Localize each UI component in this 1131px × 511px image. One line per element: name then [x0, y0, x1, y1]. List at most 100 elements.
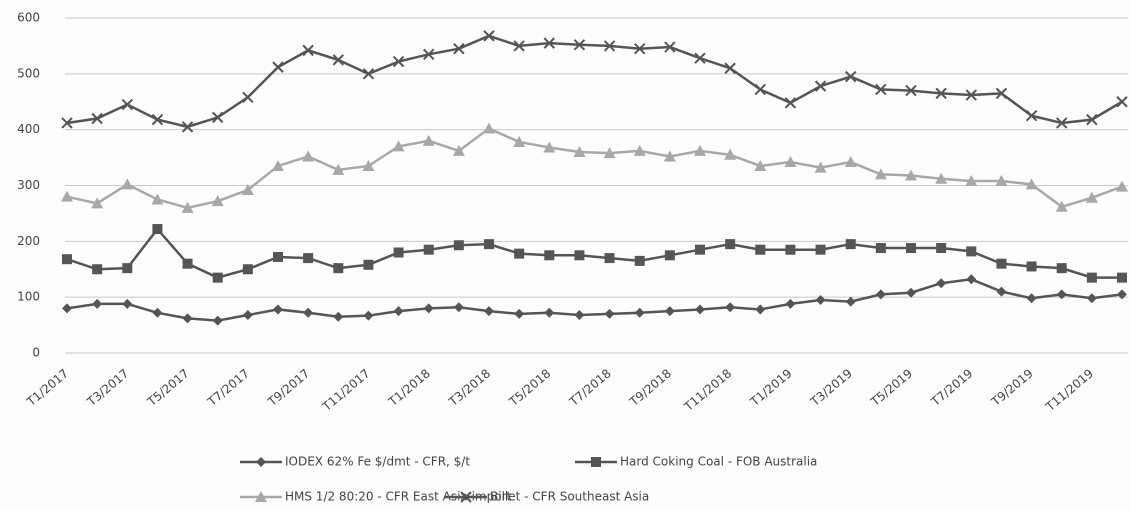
- marker: [1085, 191, 1098, 203]
- marker: [212, 111, 224, 124]
- marker: [905, 169, 917, 181]
- marker: [302, 150, 315, 162]
- marker: [362, 68, 375, 80]
- marker: [906, 243, 916, 254]
- y-tick-label: 400: [17, 122, 40, 136]
- marker: [484, 239, 494, 250]
- marker: [363, 259, 374, 270]
- marker: [725, 302, 736, 313]
- series-line: [66, 278, 1123, 322]
- legend-label: IODEX 62% Fe $/dmt - CFR, $/t: [285, 455, 470, 469]
- marker: [695, 304, 705, 315]
- marker: [1117, 272, 1127, 283]
- marker: [181, 121, 194, 133]
- marker: [845, 70, 857, 83]
- marker: [754, 83, 766, 96]
- x-tick-label: T3/2018: [445, 366, 493, 409]
- marker: [363, 310, 374, 321]
- marker: [874, 168, 887, 180]
- marker: [844, 156, 857, 168]
- marker: [591, 457, 601, 467]
- marker: [935, 172, 948, 184]
- marker: [212, 272, 223, 283]
- marker: [423, 244, 434, 255]
- marker: [122, 298, 133, 309]
- x-tick-label: T7/2019: [928, 366, 976, 409]
- y-tick-label: 500: [17, 66, 40, 80]
- marker: [1025, 110, 1038, 122]
- marker: [513, 40, 525, 52]
- marker: [1086, 113, 1098, 126]
- marker: [182, 258, 193, 269]
- marker: [212, 315, 223, 326]
- marker: [574, 250, 585, 261]
- marker: [905, 84, 917, 97]
- x-tick-label: T7/2017: [204, 366, 252, 409]
- marker: [694, 144, 706, 156]
- marker: [453, 240, 464, 251]
- marker: [574, 310, 585, 321]
- marker: [814, 161, 827, 173]
- marker: [242, 310, 253, 321]
- marker: [181, 201, 194, 213]
- marker: [453, 43, 465, 55]
- marker: [1026, 293, 1037, 304]
- marker: [663, 150, 676, 162]
- y-tick-label: 600: [17, 11, 40, 25]
- legend-label: HMS 1/2 80:20 - CFR East Asia import: [285, 490, 511, 504]
- x-tick-label: T5/2018: [506, 366, 554, 409]
- marker: [1116, 96, 1128, 108]
- marker: [814, 80, 827, 92]
- marker: [62, 254, 72, 265]
- marker: [544, 250, 555, 261]
- marker: [61, 117, 73, 129]
- marker: [255, 491, 267, 502]
- marker: [543, 37, 555, 49]
- marker: [61, 190, 73, 202]
- marker: [92, 264, 103, 275]
- marker: [1056, 263, 1067, 274]
- marker: [845, 239, 856, 250]
- marker: [754, 159, 767, 171]
- marker: [694, 52, 706, 64]
- x-tick-label: T9/2017: [265, 366, 313, 409]
- marker: [1055, 200, 1068, 212]
- marker: [302, 44, 314, 57]
- marker: [333, 263, 344, 274]
- marker: [151, 193, 164, 205]
- marker: [996, 258, 1007, 269]
- marker: [460, 491, 472, 503]
- marker: [815, 294, 826, 305]
- marker: [332, 54, 344, 66]
- marker: [303, 307, 314, 318]
- marker: [392, 55, 405, 68]
- marker: [966, 274, 977, 285]
- x-tick-label: T11/2019: [1042, 366, 1096, 414]
- x-tick-label: T3/2019: [807, 366, 855, 409]
- x-tick-label: T5/2017: [144, 366, 192, 409]
- marker: [273, 304, 283, 315]
- marker: [211, 195, 224, 207]
- series-line: [66, 127, 1123, 210]
- marker: [392, 140, 405, 152]
- marker: [1056, 289, 1067, 300]
- marker: [152, 224, 163, 235]
- marker: [664, 250, 675, 261]
- marker: [936, 278, 947, 289]
- marker: [92, 298, 103, 309]
- x-tick-label: T1/2017: [23, 366, 71, 409]
- marker: [484, 306, 494, 317]
- marker: [664, 306, 675, 317]
- marker: [513, 135, 526, 147]
- marker: [393, 247, 404, 258]
- marker: [815, 244, 826, 255]
- series-line: [66, 34, 1123, 129]
- x-tick-label: T5/2019: [867, 366, 915, 409]
- marker: [936, 243, 947, 254]
- x-tick-label: T3/2017: [84, 366, 132, 409]
- marker: [634, 43, 646, 55]
- legend-item: HMS 1/2 80:20 - CFR East Asia import: [240, 490, 511, 504]
- marker: [785, 298, 796, 309]
- marker: [724, 148, 737, 160]
